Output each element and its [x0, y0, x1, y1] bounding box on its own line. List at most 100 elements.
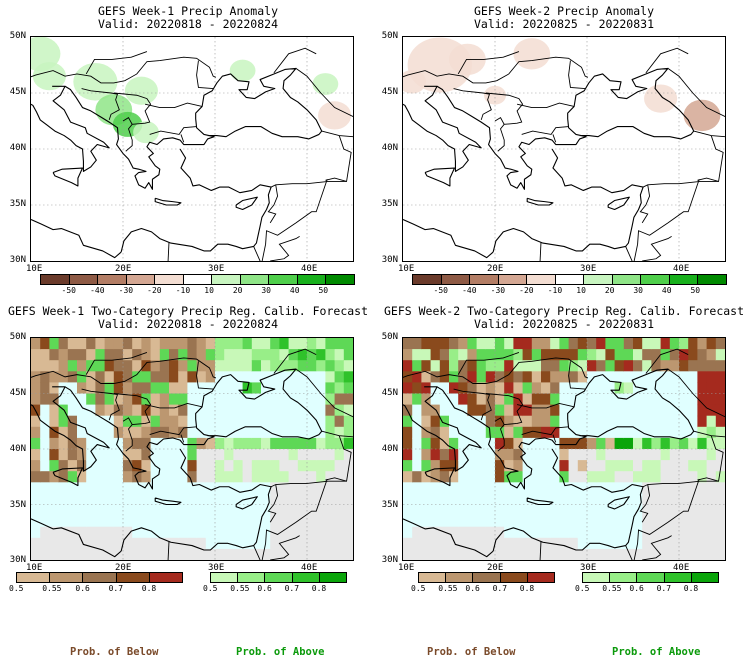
field-cell — [261, 460, 271, 472]
field-cell — [449, 404, 459, 417]
field-cell — [233, 460, 244, 472]
field-cell — [504, 460, 514, 472]
field-cell — [251, 449, 262, 461]
field-cell — [669, 437, 680, 450]
field-cell — [495, 426, 505, 439]
field-cell — [205, 415, 216, 428]
field-cell — [513, 493, 524, 506]
field-cell — [679, 515, 689, 528]
field-cell — [307, 504, 317, 517]
field-cell — [67, 404, 78, 417]
field-cell — [513, 393, 524, 406]
field-cell — [178, 404, 188, 417]
field-cell — [95, 504, 106, 517]
field-cell — [334, 526, 345, 539]
field-cell — [261, 404, 271, 417]
field-cell — [587, 404, 597, 417]
field-cell — [233, 349, 244, 361]
field-cell — [261, 371, 271, 383]
field-cell — [169, 515, 179, 528]
field-cell — [159, 526, 170, 539]
field-cell — [104, 360, 115, 372]
field-cell — [196, 338, 207, 350]
field-cell — [651, 526, 662, 539]
field-cell — [279, 493, 290, 506]
field-cell — [495, 382, 505, 395]
field-cell — [633, 471, 643, 483]
lat-label: 35N — [9, 500, 26, 510]
field-cell — [660, 437, 671, 450]
field-cell — [270, 504, 280, 517]
field-cell — [458, 471, 468, 483]
field-cell — [467, 349, 478, 361]
field-cell — [104, 404, 115, 417]
colorbar-tick-label: 0.55 — [42, 584, 62, 593]
field-cell — [159, 415, 170, 428]
field-cell — [169, 460, 179, 472]
field-cell — [439, 449, 450, 461]
field-cell — [541, 548, 551, 560]
field-cell — [504, 415, 514, 428]
field-cell — [196, 437, 207, 450]
panel-title: GEFS Week-2 Two-Category Precip Reg. Cal… — [383, 304, 745, 318]
coastlines — [403, 348, 725, 560]
field-cell — [123, 482, 133, 494]
field-cell — [577, 349, 588, 361]
field-cell — [697, 471, 708, 483]
field-cell — [706, 526, 717, 539]
field-cell — [224, 437, 234, 450]
colorbar-swatch — [49, 572, 84, 583]
field-cell — [596, 482, 606, 494]
field-cell — [706, 426, 717, 439]
field-cell — [159, 437, 170, 450]
field-cell — [31, 437, 41, 450]
field-cell — [605, 437, 616, 450]
field-cell — [642, 449, 652, 461]
field-cell — [31, 349, 41, 361]
field-cell — [679, 548, 689, 560]
field-cell — [123, 360, 133, 372]
field-cell — [49, 393, 60, 406]
field-cell — [113, 548, 124, 560]
field-cell — [187, 526, 198, 539]
field-cell — [449, 460, 459, 472]
field-cell — [169, 338, 179, 350]
field-cell — [49, 548, 60, 560]
colorbar-tick-label: 0.8 — [311, 584, 327, 593]
field-cell — [123, 404, 133, 417]
field-cell — [550, 349, 560, 361]
colorbar-tick-label: 0.7 — [284, 584, 300, 593]
field-cell — [679, 426, 689, 439]
field-cell — [251, 493, 262, 506]
field-cell — [550, 426, 560, 439]
field-cell — [421, 415, 432, 428]
field-cell — [205, 371, 216, 383]
field-cell — [77, 482, 87, 494]
field-cell — [169, 393, 179, 406]
field-cell — [95, 482, 106, 494]
field-cell — [307, 426, 317, 439]
field-cell — [215, 382, 225, 395]
field-cell — [150, 349, 161, 361]
field-cell — [495, 515, 505, 528]
field-cell — [430, 482, 441, 494]
footer-prob-below-label: Prob. of Below — [70, 646, 159, 658]
field-cell — [141, 415, 152, 428]
field-cell — [633, 449, 643, 461]
field-cell — [49, 460, 60, 472]
colorbar-swatch — [239, 274, 270, 285]
field-cell — [67, 415, 78, 428]
field-cell — [279, 471, 290, 483]
field-cell — [242, 426, 253, 439]
field-cell — [651, 493, 662, 506]
field-cell — [467, 537, 478, 550]
field-cell — [421, 360, 432, 372]
field-cell — [605, 460, 616, 472]
field-cell — [660, 537, 671, 550]
field-cell — [587, 515, 597, 528]
colorbar-swatch — [325, 274, 355, 285]
field-cell — [141, 548, 152, 560]
field-cell — [651, 437, 662, 450]
field-cell — [688, 349, 698, 361]
field-cell — [233, 537, 244, 550]
